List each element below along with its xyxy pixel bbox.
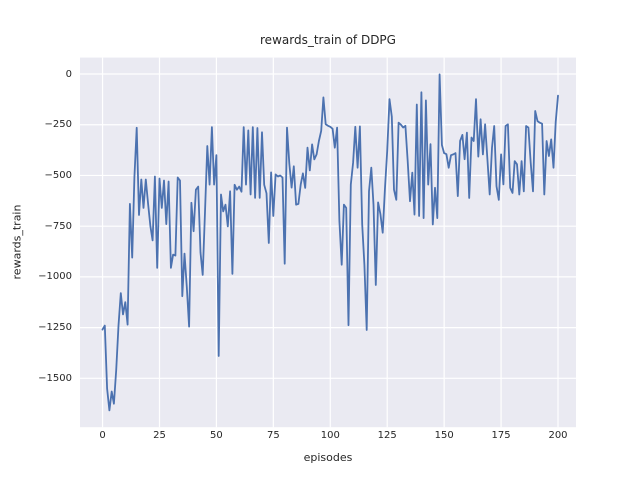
y-tick-label: 0: [65, 68, 72, 80]
x-tick-label: 50: [210, 430, 223, 441]
y-tick-label: −1250: [38, 322, 72, 334]
series-line: [101, 73, 559, 412]
y-tick-label: −1500: [38, 372, 72, 384]
y-tick-label: −250: [44, 119, 72, 131]
y-tick-label: −500: [44, 169, 72, 181]
x-tick-label: 150: [434, 430, 454, 441]
y-tick-label: −750: [44, 220, 72, 232]
x-tick-label: 125: [377, 430, 397, 441]
x-axis-label: episodes: [303, 451, 353, 464]
y-tick-label: −1000: [38, 271, 72, 283]
x-tick-label: 200: [548, 430, 568, 441]
chart-title: rewards_train of DDPG: [260, 33, 396, 47]
x-tick-label: 0: [99, 430, 106, 441]
x-tick-label: 75: [266, 430, 280, 441]
axes-background: [80, 57, 576, 428]
x-tick-label: 175: [491, 430, 511, 441]
x-tick-label: 25: [153, 430, 166, 441]
x-tick-label: 100: [320, 430, 340, 441]
y-axis-label: rewards_train: [10, 204, 24, 280]
